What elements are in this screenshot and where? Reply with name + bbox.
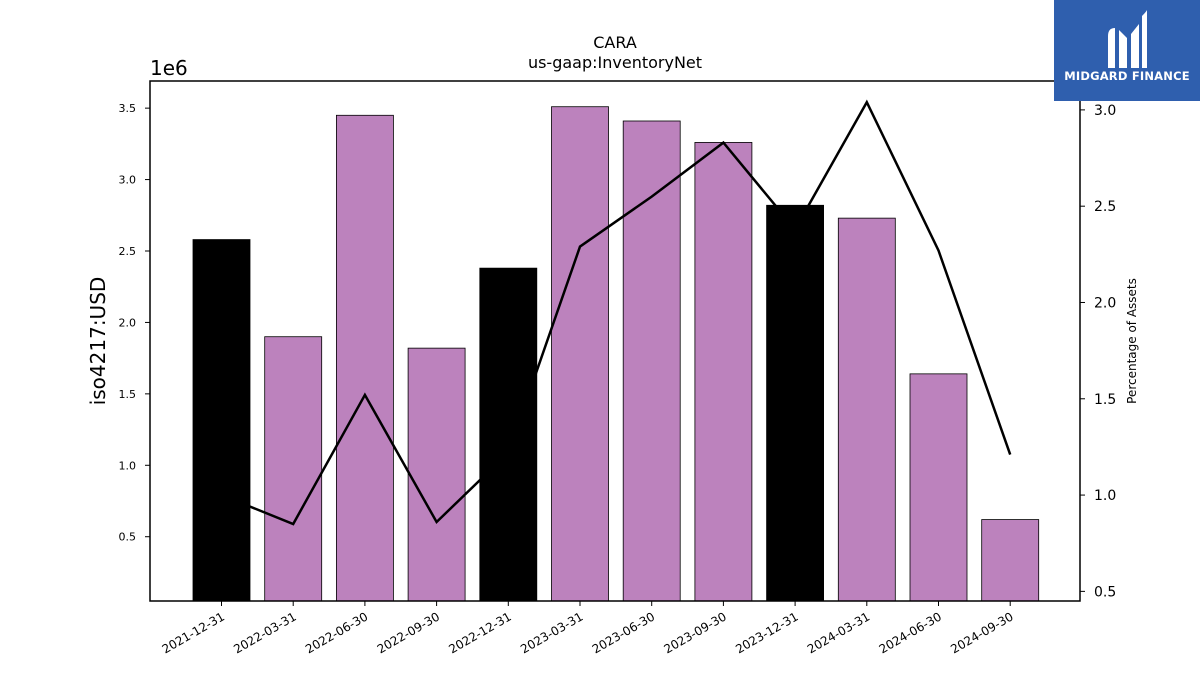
y2-axis-label: Percentage of Assets bbox=[1125, 278, 1139, 404]
bar-2022-03-31 bbox=[264, 336, 323, 602]
y2-tick-label: 1.0 bbox=[1094, 488, 1116, 504]
x-tick-label: 2023-12-31 bbox=[733, 609, 800, 656]
y2-axis-ticks: 0.5 1.0 1.5 2.0 2.5 3.0 bbox=[1080, 103, 1116, 600]
y-axis-label: iso4217:USD bbox=[86, 277, 110, 406]
x-tick-label: 2022-06-30 bbox=[303, 609, 370, 656]
bar-2022-12-31 bbox=[479, 267, 538, 602]
y2-tick-label: 2.5 bbox=[1094, 199, 1116, 215]
brand-logo: MIDGARD FINANCE bbox=[1054, 0, 1200, 101]
bar-2021-12-31 bbox=[192, 239, 251, 602]
x-tick-label: 2022-09-30 bbox=[375, 609, 442, 656]
y-axis-ticks: 0.5 1.0 1.5 2.0 2.5 3.0 3.5 bbox=[119, 102, 150, 544]
y-tick-label: 1.0 bbox=[119, 459, 137, 472]
y-tick-label: 2.0 bbox=[119, 316, 137, 329]
y2-tick-label: 3.0 bbox=[1094, 103, 1116, 119]
x-tick-label: 2023-06-30 bbox=[590, 609, 657, 656]
bar-2024-03-31 bbox=[837, 217, 896, 602]
y-exponent-label: 1e6 bbox=[150, 56, 188, 80]
y2-tick-label: 1.5 bbox=[1094, 392, 1116, 408]
y2-tick-label: 2.0 bbox=[1094, 295, 1116, 311]
bar-2023-12-31 bbox=[766, 204, 824, 602]
bar-2023-09-30 bbox=[694, 142, 753, 602]
y-tick-label: 2.5 bbox=[119, 245, 137, 258]
y-tick-label: 1.5 bbox=[119, 388, 137, 401]
brand-name: MIDGARD FINANCE bbox=[1064, 69, 1190, 83]
y-tick-label: 0.5 bbox=[119, 531, 137, 544]
percentage-line bbox=[221, 99, 1012, 526]
bar-2022-09-30 bbox=[407, 347, 466, 602]
bar-2024-09-30 bbox=[981, 519, 1040, 602]
bar-series bbox=[192, 106, 1040, 602]
y2-tick-label: 0.5 bbox=[1094, 584, 1116, 600]
y-tick-label: 3.0 bbox=[119, 174, 137, 187]
y-tick-label: 3.5 bbox=[119, 102, 137, 115]
midgard-m-logo-icon bbox=[1108, 10, 1147, 68]
bar-2024-06-30 bbox=[909, 373, 968, 602]
x-tick-label: 2022-03-31 bbox=[231, 609, 298, 656]
chart-subtitle: us-gaap:InventoryNet bbox=[528, 53, 702, 72]
bar-2022-06-30 bbox=[335, 114, 394, 602]
x-axis-ticks: 2021-12-31 2022-03-31 2022-06-30 2022-09-30… bbox=[160, 601, 1016, 656]
x-tick-label: 2024-03-31 bbox=[805, 609, 872, 656]
bar-2023-03-31 bbox=[551, 106, 609, 602]
x-tick-label: 2024-06-30 bbox=[877, 609, 944, 656]
x-tick-label: 2021-12-31 bbox=[160, 609, 227, 656]
x-tick-label: 2023-09-30 bbox=[661, 609, 728, 656]
x-tick-label: 2023-03-31 bbox=[518, 609, 585, 656]
chart-title: CARA bbox=[593, 33, 637, 52]
plot-frame bbox=[149, 80, 1081, 602]
bar-2023-06-30 bbox=[622, 120, 681, 602]
x-tick-label: 2022-12-31 bbox=[446, 609, 513, 656]
x-tick-label: 2024-09-30 bbox=[948, 609, 1015, 656]
